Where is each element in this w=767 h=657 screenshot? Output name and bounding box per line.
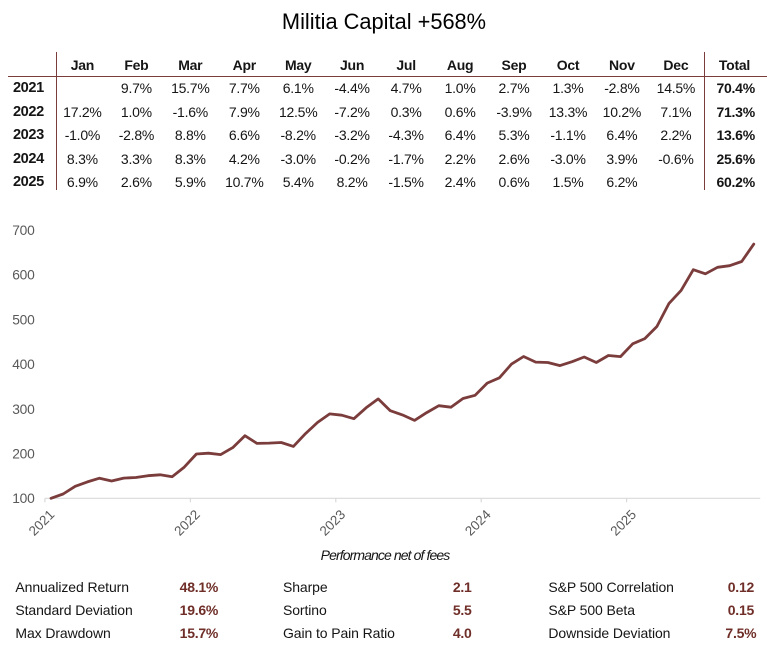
svg-text:300: 300 xyxy=(12,402,35,417)
svg-text:600: 600 xyxy=(12,268,35,283)
svg-text:500: 500 xyxy=(12,312,35,327)
svg-text:100: 100 xyxy=(12,491,35,506)
svg-text:2023: 2023 xyxy=(317,507,349,539)
svg-text:2022: 2022 xyxy=(171,507,203,539)
svg-text:2021: 2021 xyxy=(26,507,58,539)
svg-text:2025: 2025 xyxy=(607,507,639,539)
svg-text:200: 200 xyxy=(12,447,35,462)
svg-text:700: 700 xyxy=(12,223,35,238)
svg-text:2024: 2024 xyxy=(462,507,494,539)
svg-text:400: 400 xyxy=(12,357,35,372)
